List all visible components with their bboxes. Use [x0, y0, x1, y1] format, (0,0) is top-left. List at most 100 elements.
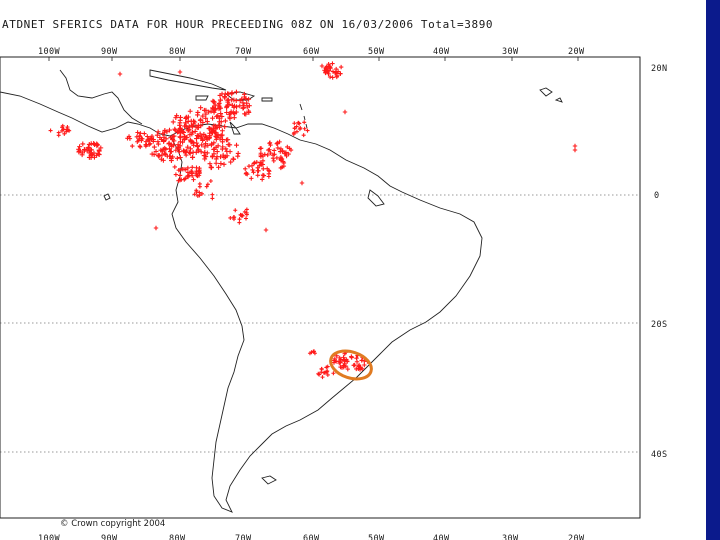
- flash-mark: [572, 147, 578, 153]
- flash-mark: [183, 167, 188, 172]
- flash-mark: [354, 356, 359, 361]
- flash-mark: [203, 154, 209, 159]
- flash-mark: [195, 173, 200, 179]
- flash-mark: [297, 127, 302, 132]
- flash-mark: [330, 75, 335, 80]
- svg-text:20S: 20S: [651, 320, 668, 330]
- flash-mark: [176, 178, 181, 183]
- flash-mark: [176, 167, 181, 173]
- flash-mark: [88, 141, 94, 147]
- flash-mark: [218, 154, 223, 160]
- flash-mark: [326, 61, 331, 67]
- flash-mark: [185, 173, 190, 178]
- flash-mark: [189, 131, 195, 137]
- flash-mark: [337, 355, 342, 361]
- flash-mark: [341, 355, 346, 360]
- flash-mark: [209, 141, 214, 147]
- svg-text:0: 0: [654, 191, 660, 201]
- flash-mark: [197, 184, 202, 189]
- flash-mark: [229, 102, 235, 108]
- flash-mark: [200, 120, 206, 125]
- flash-mark: [195, 193, 200, 198]
- flash-mark: [117, 71, 123, 77]
- flash-mark: [156, 153, 162, 159]
- flash-mark: [210, 196, 215, 201]
- flash-mark: [86, 148, 92, 154]
- lake-maracaibo: [229, 121, 241, 135]
- flash-mark: [91, 150, 97, 156]
- flash-mark: [302, 126, 307, 131]
- flash-mark: [267, 169, 272, 174]
- flash-mark: [234, 142, 239, 148]
- flash-mark: [231, 97, 237, 103]
- flash-mark: [354, 359, 360, 364]
- flash-mark: [173, 115, 179, 121]
- flash-mark: [169, 142, 175, 148]
- flash-mark: [167, 146, 172, 152]
- flash-mark: [127, 136, 133, 141]
- flash-mark: [231, 115, 237, 121]
- flash-mark: [292, 126, 297, 131]
- svg-text:100W: 100W: [38, 534, 61, 540]
- flash-mark: [325, 369, 330, 374]
- flash-mark: [89, 147, 94, 153]
- top-ticks: [48, 57, 579, 61]
- flash-mark: [203, 133, 208, 139]
- jamaica: [195, 95, 209, 101]
- coastlines: [0, 69, 563, 513]
- flash-mark: [194, 188, 199, 193]
- flash-mark: [572, 143, 578, 149]
- flash-mark: [210, 105, 215, 111]
- flash-mark: [334, 353, 339, 359]
- flash-mark: [296, 120, 301, 125]
- flash-mark: [331, 360, 337, 365]
- flash-mark: [251, 161, 257, 166]
- flash-mark: [138, 144, 143, 150]
- flash-mark: [331, 371, 336, 376]
- svg-text:60W: 60W: [303, 47, 320, 57]
- flash-mark: [167, 127, 172, 133]
- svg-text:20W: 20W: [568, 534, 585, 540]
- flash-mark: [234, 89, 239, 95]
- svg-text:30W: 30W: [502, 47, 519, 57]
- flash-mark: [145, 134, 150, 139]
- flash-mark: [85, 145, 91, 151]
- flash-mark: [244, 100, 250, 106]
- flash-mark: [209, 154, 215, 160]
- flash-mark: [213, 156, 219, 162]
- south-america-coast: [169, 123, 483, 513]
- flash-mark: [319, 63, 325, 69]
- flash-mark: [161, 138, 167, 143]
- flash-mark: [211, 99, 216, 105]
- flash-mark: [305, 128, 310, 133]
- flash-mark: [172, 126, 178, 132]
- flash-mark: [193, 170, 199, 176]
- flash-mark: [79, 152, 85, 158]
- flash-mark: [338, 364, 343, 370]
- flash-mark: [216, 115, 222, 121]
- flash-mark: [270, 155, 276, 161]
- lesser-antilles: [299, 103, 308, 129]
- flash-mark: [153, 225, 159, 231]
- flash-mark: [335, 69, 341, 74]
- flash-mark: [211, 140, 217, 146]
- flash-mark: [64, 127, 69, 132]
- flash-mark: [254, 159, 260, 165]
- flash-mark: [251, 170, 256, 175]
- flash-mark: [237, 103, 243, 109]
- flash-mark: [210, 130, 215, 136]
- flash-mark: [226, 91, 232, 97]
- flash-mark: [259, 177, 265, 182]
- flash-mark: [195, 148, 201, 154]
- flash-mark: [316, 371, 321, 376]
- flash-mark: [261, 173, 267, 178]
- flash-mark: [271, 148, 277, 153]
- flash-mark: [338, 360, 343, 365]
- flash-mark: [345, 366, 350, 372]
- flash-mark: [126, 134, 132, 139]
- flash-mark: [351, 363, 356, 368]
- flash-mark: [177, 69, 183, 75]
- flash-mark: [177, 173, 183, 178]
- flash-mark: [224, 148, 230, 154]
- flash-mark: [185, 144, 191, 150]
